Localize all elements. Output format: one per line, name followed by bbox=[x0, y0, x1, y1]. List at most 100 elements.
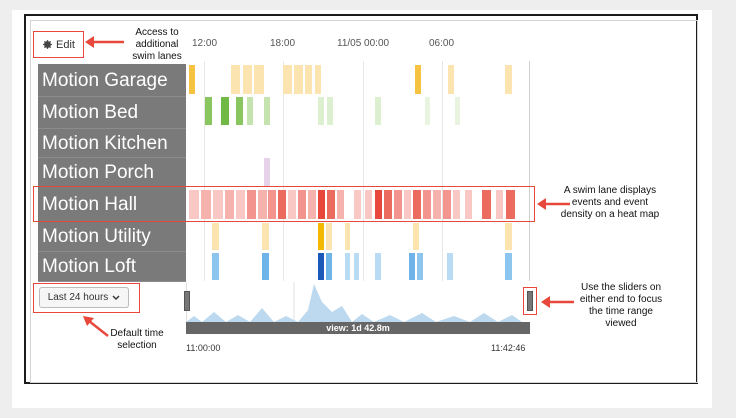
event-hall[interactable] bbox=[258, 190, 267, 219]
event-garage[interactable] bbox=[505, 65, 512, 94]
event-garage[interactable] bbox=[231, 65, 240, 94]
gear-icon bbox=[43, 40, 52, 49]
timeline-panel bbox=[30, 20, 698, 383]
event-bed[interactable] bbox=[236, 97, 243, 125]
event-garage[interactable] bbox=[254, 65, 264, 94]
event-hall[interactable] bbox=[394, 190, 402, 219]
navigator-end-time: 11:42:46 bbox=[491, 343, 526, 353]
event-hall[interactable] bbox=[225, 190, 234, 219]
arrow-up-left-icon bbox=[83, 316, 109, 337]
time-tick-4: 06:00 bbox=[429, 38, 455, 49]
event-garage[interactable] bbox=[189, 65, 195, 94]
event-loft[interactable] bbox=[262, 253, 269, 280]
event-hall[interactable] bbox=[247, 190, 256, 219]
event-bed[interactable] bbox=[264, 97, 270, 125]
event-hall[interactable] bbox=[268, 190, 276, 219]
navigator-left-handle[interactable] bbox=[184, 291, 190, 311]
event-garage[interactable] bbox=[315, 65, 321, 94]
event-garage[interactable] bbox=[448, 65, 454, 94]
event-loft[interactable] bbox=[505, 253, 512, 280]
event-porch[interactable] bbox=[264, 158, 270, 187]
grid-line bbox=[283, 61, 284, 281]
event-utility[interactable] bbox=[505, 223, 512, 250]
navigator-start-time: 11:00:00 bbox=[186, 343, 221, 353]
event-loft[interactable] bbox=[212, 253, 219, 280]
event-bed[interactable] bbox=[205, 97, 212, 125]
event-bed[interactable] bbox=[221, 97, 229, 125]
event-garage[interactable] bbox=[283, 65, 292, 94]
event-garage[interactable] bbox=[415, 65, 421, 94]
lane-label-utility[interactable]: Motion Utility bbox=[38, 222, 186, 252]
event-hall[interactable] bbox=[213, 190, 223, 219]
event-loft[interactable] bbox=[354, 253, 359, 280]
navigator-right-handle[interactable] bbox=[527, 291, 533, 311]
time-tick-3: 11/05 00:00 bbox=[337, 38, 390, 49]
event-loft[interactable] bbox=[447, 253, 453, 280]
event-loft[interactable] bbox=[375, 253, 381, 280]
time-range-dropdown[interactable]: Last 24 hours bbox=[39, 287, 129, 308]
lane-label-garage[interactable]: Motion Garage bbox=[38, 64, 186, 97]
event-hall[interactable] bbox=[365, 190, 372, 219]
event-hall[interactable] bbox=[443, 190, 451, 219]
event-bed[interactable] bbox=[247, 97, 253, 125]
event-hall[interactable] bbox=[465, 190, 472, 219]
event-loft[interactable] bbox=[326, 253, 332, 280]
lane-label-loft[interactable]: Motion Loft bbox=[38, 252, 186, 282]
grid-line bbox=[204, 61, 205, 281]
navigator-density-chart[interactable] bbox=[186, 282, 530, 322]
event-hall[interactable] bbox=[423, 190, 431, 219]
event-hall[interactable] bbox=[453, 190, 460, 219]
time-range-label: Last 24 hours bbox=[47, 292, 109, 303]
event-bed[interactable] bbox=[318, 97, 324, 125]
event-hall[interactable] bbox=[327, 190, 335, 219]
event-bed[interactable] bbox=[327, 97, 333, 125]
grid-line bbox=[363, 61, 364, 281]
event-hall[interactable] bbox=[496, 190, 503, 219]
event-hall[interactable] bbox=[201, 190, 211, 219]
event-hall[interactable] bbox=[384, 190, 392, 219]
event-hall[interactable] bbox=[189, 190, 199, 219]
edit-button[interactable]: Edit bbox=[33, 31, 84, 58]
view-duration-label: view: 1d 42.8m bbox=[326, 323, 390, 333]
event-loft[interactable] bbox=[318, 253, 324, 280]
event-utility[interactable] bbox=[318, 223, 324, 250]
lane-label-porch[interactable]: Motion Porch bbox=[38, 158, 186, 187]
event-garage[interactable] bbox=[305, 65, 312, 94]
swimlane-highlight-box bbox=[33, 186, 535, 222]
event-hall[interactable] bbox=[404, 190, 411, 219]
event-loft[interactable] bbox=[345, 253, 350, 280]
lane-label-bed[interactable]: Motion Bed bbox=[38, 97, 186, 129]
lane-label-hall[interactable]: Motion Hall bbox=[38, 187, 186, 222]
callout-edit: Access to additional swim lanes bbox=[132, 27, 182, 62]
event-hall[interactable] bbox=[236, 190, 245, 219]
event-garage[interactable] bbox=[294, 65, 303, 94]
lane-label-kitchen[interactable]: Motion Kitchen bbox=[38, 129, 186, 158]
navigator-view-bar[interactable]: view: 1d 42.8m bbox=[186, 322, 530, 334]
event-bed[interactable] bbox=[455, 97, 460, 125]
event-hall[interactable] bbox=[308, 190, 316, 219]
event-hall[interactable] bbox=[278, 190, 286, 219]
event-hall[interactable] bbox=[354, 190, 361, 219]
event-hall[interactable] bbox=[375, 190, 382, 219]
event-utility[interactable] bbox=[262, 223, 269, 250]
event-loft[interactable] bbox=[417, 253, 423, 280]
event-loft[interactable] bbox=[409, 253, 415, 280]
event-bed[interactable] bbox=[375, 97, 381, 125]
event-utility[interactable] bbox=[212, 223, 219, 250]
event-hall[interactable] bbox=[482, 190, 491, 219]
event-utility[interactable] bbox=[413, 223, 419, 250]
arrow-left-icon bbox=[541, 296, 574, 308]
chevron-down-icon bbox=[112, 295, 120, 300]
slider-highlight-box bbox=[523, 287, 537, 315]
event-hall[interactable] bbox=[288, 190, 296, 219]
event-bed[interactable] bbox=[425, 97, 430, 125]
event-hall[interactable] bbox=[298, 190, 306, 219]
event-garage[interactable] bbox=[243, 65, 252, 94]
event-hall[interactable] bbox=[318, 190, 325, 219]
event-utility[interactable] bbox=[345, 223, 350, 250]
event-hall[interactable] bbox=[506, 190, 515, 219]
event-hall[interactable] bbox=[337, 190, 344, 219]
event-hall[interactable] bbox=[413, 190, 421, 219]
event-utility[interactable] bbox=[326, 223, 332, 250]
event-hall[interactable] bbox=[433, 190, 441, 219]
